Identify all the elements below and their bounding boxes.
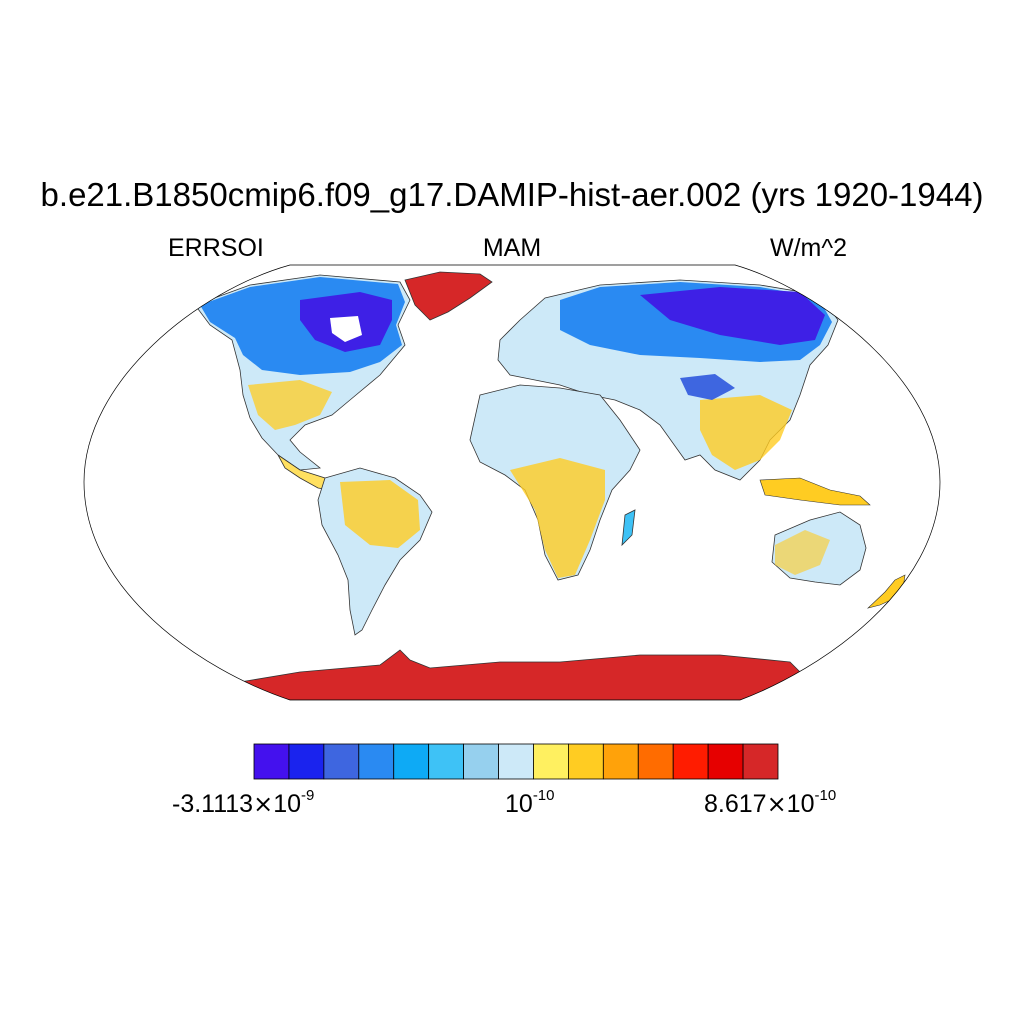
africa-warm-zone <box>510 458 605 578</box>
colorbar-swatch <box>393 743 430 780</box>
colorbar-swatch <box>253 743 290 780</box>
colorbar-mid-label: 10-10 <box>505 787 555 818</box>
colorbar-swatch <box>463 743 499 780</box>
colorbar-swatch <box>637 743 674 780</box>
madagascar-region <box>621 509 636 547</box>
siberia-deep-cold <box>640 287 825 345</box>
units-label: W/m^2 <box>770 234 848 262</box>
colorbar-swatch <box>288 743 325 780</box>
antarctica-region <box>229 649 801 700</box>
australia-warm-zone <box>775 530 830 575</box>
colorbar-swatch <box>533 743 569 780</box>
greenland-region <box>404 271 493 321</box>
season-label: MAM <box>482 234 542 262</box>
north-america-warm-zone <box>248 380 332 430</box>
new-zealand-region <box>866 574 906 609</box>
colorbar-swatch <box>428 743 464 780</box>
map-title: b.e21.B1850cmip6.f09_g17.DAMIP-hist-aer.… <box>40 176 984 213</box>
colorbar-swatch <box>498 743 534 780</box>
colorbar-swatch <box>568 743 604 780</box>
asia-warm-zone <box>700 395 792 470</box>
central-asia-cold-spot <box>680 374 735 400</box>
map-border <box>83 264 941 701</box>
variable-label: ERRSOI <box>168 234 264 262</box>
colorbar-min-label: -3.1113×10-9 <box>172 787 315 818</box>
colorbar-swatch <box>672 743 709 780</box>
southeast-asia-islands <box>759 477 871 506</box>
south-america-warm-zone <box>340 480 420 548</box>
hudson-bay <box>330 316 362 342</box>
colorbar-swatch <box>323 743 360 780</box>
colorbar-swatch <box>602 743 639 780</box>
colorbar-swatch <box>707 743 744 780</box>
colorbar-swatch <box>742 743 779 780</box>
colorbar-swatch <box>358 743 395 780</box>
colorbar-max-label: 8.617×10-10 <box>704 787 837 818</box>
